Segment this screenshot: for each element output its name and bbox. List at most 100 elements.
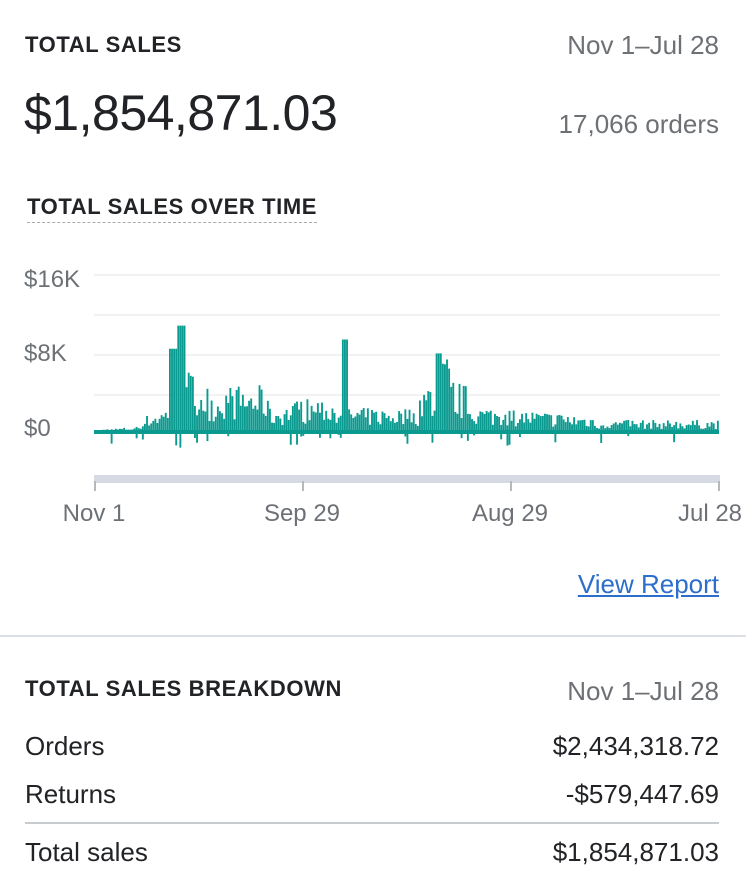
chart-bar <box>550 415 553 432</box>
chart-bar <box>437 353 440 433</box>
chart-bar <box>473 421 476 432</box>
chart-bar <box>502 419 505 432</box>
chart-bar <box>252 408 255 432</box>
chart-bar <box>344 339 346 432</box>
chart-bar <box>291 405 294 432</box>
chart-bar <box>289 415 292 432</box>
chart-bar <box>312 411 315 432</box>
chart-bar <box>360 409 363 432</box>
chart-bar-negative <box>466 432 469 441</box>
chart-bar <box>533 418 536 432</box>
chart-bar <box>237 386 240 432</box>
chart-bar <box>175 348 178 432</box>
chart-bar <box>410 422 413 432</box>
chart-bar <box>623 420 626 432</box>
chart-bar-negative <box>289 432 292 445</box>
y-tick-label: $8K <box>24 340 67 367</box>
chart-bar <box>633 424 636 432</box>
chart-bar <box>639 422 642 432</box>
chart-bar <box>385 418 388 432</box>
chart-bar <box>154 418 157 432</box>
chart-bar <box>135 426 138 432</box>
chart-bar-negative <box>110 432 113 444</box>
chart-bar <box>454 412 457 432</box>
chart-bar <box>123 427 126 432</box>
chart-bar <box>216 406 219 432</box>
chart-bar <box>544 413 546 432</box>
chart-bar <box>577 420 580 432</box>
chart-baseline <box>94 430 719 434</box>
chart-bar-negative <box>600 432 603 443</box>
chart-bar <box>319 412 321 432</box>
chart-bar <box>450 386 453 432</box>
chart-bar <box>631 420 634 432</box>
chart-bar-negative <box>319 432 321 438</box>
chart-bar <box>398 411 401 432</box>
breakdown-total-value: $1,854,871.03 <box>552 837 719 867</box>
chart-bar <box>183 325 186 433</box>
chart-bar <box>491 424 494 432</box>
chart-bar <box>469 414 471 432</box>
chart-bar <box>337 417 340 432</box>
chart-bar <box>535 413 538 432</box>
chart-bar <box>235 389 238 432</box>
chart-bar <box>656 427 659 432</box>
chart-bar <box>537 414 540 432</box>
chart-title[interactable]: TOTAL SALES OVER TIME <box>27 194 318 223</box>
chart-bar <box>485 411 488 432</box>
chart-bar <box>156 423 159 432</box>
chart-bar <box>356 412 359 432</box>
view-report-link[interactable]: View Report <box>577 569 719 599</box>
chart-bar <box>339 415 342 432</box>
chart-bar <box>646 424 648 432</box>
chart-bar <box>310 405 313 432</box>
chart-bar <box>435 353 438 433</box>
chart-bar <box>500 424 503 432</box>
chart-bar <box>696 420 698 432</box>
chart-bar <box>250 398 253 432</box>
chart-bar <box>641 420 644 432</box>
chart-bar <box>269 408 271 432</box>
chart-bar <box>464 386 467 432</box>
chart-bar <box>560 415 563 432</box>
breakdown-date-range: Nov 1–Jul 28 <box>567 676 719 706</box>
chart-bar-negative <box>673 432 676 443</box>
chart-bar <box>362 408 365 432</box>
chart-bar <box>627 419 630 432</box>
chart-bar <box>591 420 594 432</box>
orders-count: 17,066 orders <box>558 109 719 139</box>
chart-bar <box>421 416 423 432</box>
chart-bar <box>323 419 326 432</box>
chart-bar <box>460 418 463 432</box>
chart-bar <box>158 418 161 432</box>
chart-bar <box>654 422 657 432</box>
breakdown-row-label: Returns <box>25 779 117 809</box>
chart-bar <box>606 426 609 432</box>
x-tick-label: Nov 1 <box>63 500 126 527</box>
chart-bar <box>204 411 207 432</box>
chart-bar <box>244 406 246 432</box>
chart-bar <box>556 415 559 432</box>
chart-bar <box>404 409 407 432</box>
chart-bar <box>304 423 307 432</box>
chart-bar <box>541 415 544 432</box>
chart-bar <box>452 382 455 432</box>
chart-bar <box>144 423 146 432</box>
chart-bar <box>271 422 273 432</box>
chart-bar <box>375 411 378 432</box>
chart-bar <box>506 425 509 432</box>
chart-bar <box>348 409 351 432</box>
range-slider-track[interactable] <box>94 475 720 483</box>
chart-bar <box>681 426 684 432</box>
chart-bar <box>333 412 336 432</box>
chart-bar <box>483 413 486 432</box>
chart-bar-negative <box>227 432 230 437</box>
chart-bar <box>685 425 688 432</box>
chart-bar <box>406 418 409 432</box>
chart-bar-negative <box>135 432 138 439</box>
chart-bar <box>298 409 301 432</box>
chart-bar <box>219 411 221 432</box>
chart-bar <box>527 419 530 432</box>
chart-bar <box>475 423 478 432</box>
chart-bar <box>377 421 380 432</box>
